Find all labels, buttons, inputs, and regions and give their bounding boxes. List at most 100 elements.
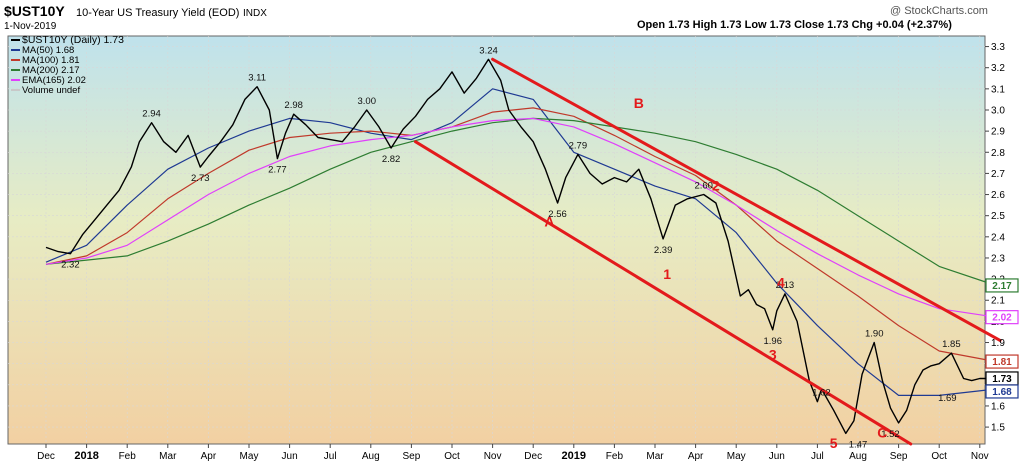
- legend-label-5: Volume undef: [22, 85, 80, 96]
- x-tick-label-7: Jul: [324, 451, 337, 462]
- series-line-4: [45, 117, 997, 318]
- wave-label-6: 5: [830, 435, 838, 451]
- x-tick-label-6: Jun: [282, 451, 298, 462]
- y-tick-label-6: 2.1: [991, 296, 1005, 307]
- value-label-14: 1.96: [763, 336, 782, 347]
- x-tick-label-8: Aug: [362, 451, 380, 462]
- value-label-10: 2.79: [569, 140, 588, 151]
- x-tick-label-17: May: [727, 451, 746, 462]
- badge-value-2: 1.81: [992, 357, 1012, 368]
- y-tick-label-0: 1.5: [991, 423, 1005, 434]
- x-tick-label-15: Mar: [646, 451, 664, 462]
- legend-label-4: EMA(165) 2.02: [22, 75, 86, 86]
- x-tick-label-0: Dec: [37, 451, 55, 462]
- value-label-3: 3.11: [248, 73, 266, 84]
- y-tick-label-13: 2.8: [991, 148, 1005, 159]
- watermark: @ StockCharts.com: [890, 5, 988, 17]
- x-tick-label-11: Nov: [484, 451, 502, 462]
- value-label-7: 2.82: [382, 154, 401, 165]
- x-tick-label-21: Sep: [890, 451, 908, 462]
- value-labels: 2.32 2.94 2.73 3.11 2.77 2.98 3.00 2.82 3.24 2.56…: [61, 45, 961, 450]
- wave-label-4: 4: [777, 275, 785, 291]
- y-tick-label-11: 2.6: [991, 190, 1005, 201]
- x-tick-label-13: 2019: [562, 450, 586, 462]
- x-axis: Dec 2018 Feb Mar Apr May Jun Jul Aug Sep Oct Nov Dec…: [37, 444, 989, 462]
- y-tick-label-10: 2.5: [991, 211, 1005, 222]
- x-tick-label-1: 2018: [74, 450, 98, 462]
- value-label-20: 1.69: [938, 393, 957, 404]
- wave-label-2: 1: [663, 266, 671, 282]
- value-label-15: 1.62: [812, 388, 831, 399]
- x-tick-label-5: May: [240, 451, 259, 462]
- x-tick-label-10: Oct: [444, 451, 460, 462]
- value-label-18: 1.52: [881, 429, 900, 440]
- x-tick-label-9: Sep: [403, 451, 421, 462]
- y-tick-label-16: 3.1: [991, 84, 1005, 95]
- x-tick-label-12: Dec: [524, 451, 542, 462]
- legend-label-2: MA(100) 1.81: [22, 55, 80, 66]
- series-layer: [45, 58, 997, 435]
- x-tick-label-20: Aug: [849, 451, 867, 462]
- channel-line-0: [491, 57, 1002, 342]
- series-line-1: [45, 88, 997, 396]
- value-label-0: 2.32: [61, 260, 80, 271]
- badge-value-0: 2.17: [992, 281, 1012, 292]
- symbol-label: $UST10Y: [4, 3, 65, 19]
- wave-label-5: 3: [769, 346, 777, 362]
- badge-box-2: [985, 354, 1019, 369]
- y-tick-label-1: 1.6: [991, 401, 1005, 412]
- y-tick-label-8: 2.3: [991, 253, 1005, 264]
- value-label-5: 2.98: [284, 100, 303, 111]
- wave-labels: A B 1 2 4 3 5 C: [544, 95, 887, 451]
- wave-label-1: B: [634, 95, 644, 111]
- right-price-badges: 2.17 2.02 1.81 1.73 1.68: [985, 278, 1019, 399]
- value-label-11: 2.39: [654, 245, 673, 256]
- badge-box-1: [985, 310, 1019, 325]
- y-tick-label-15: 3.0: [991, 105, 1005, 116]
- y-tick-label-14: 2.9: [991, 127, 1005, 138]
- badge-box-0: [985, 278, 1019, 293]
- legend-label-0: $UST10Y (Daily) 1.73: [22, 34, 124, 46]
- value-label-19: 1.85: [942, 339, 961, 350]
- x-tick-label-22: Oct: [931, 451, 947, 462]
- badge-value-4: 1.68: [992, 387, 1012, 398]
- series-line-0: [45, 58, 996, 435]
- value-label-17: 1.90: [865, 329, 884, 340]
- series-line-3: [45, 117, 997, 287]
- badge-value-1: 2.02: [992, 313, 1012, 324]
- x-tick-label-2: Feb: [119, 451, 137, 462]
- date-label: 1-Nov-2019: [4, 21, 57, 32]
- y-tick-label-17: 3.2: [991, 63, 1005, 74]
- channel-lines: [413, 57, 1002, 446]
- value-label-12: 2.60: [694, 181, 713, 192]
- wave-label-0: A: [544, 213, 554, 229]
- y-tick-label-12: 2.7: [991, 169, 1005, 180]
- x-tick-label-19: Jul: [811, 451, 824, 462]
- x-tick-label-18: Jun: [769, 451, 785, 462]
- y-tick-label-9: 2.4: [991, 232, 1005, 243]
- badge-value-3: 1.73: [992, 374, 1012, 385]
- x-tick-label-3: Mar: [159, 451, 177, 462]
- value-label-9: 2.56: [548, 209, 567, 220]
- grid: [8, 36, 985, 444]
- wave-label-3: 2: [712, 177, 720, 193]
- channel-line-1: [413, 140, 913, 446]
- x-tick-label-16: Apr: [688, 451, 704, 462]
- plot-area: [7, 35, 986, 445]
- legend-label-1: MA(50) 1.68: [22, 45, 74, 56]
- value-label-2: 2.73: [191, 173, 210, 184]
- wave-label-7: C: [877, 425, 887, 441]
- x-tick-label-14: Feb: [606, 451, 624, 462]
- exchange-label: INDX: [243, 8, 267, 19]
- value-label-13: 2.13: [776, 280, 795, 291]
- quote-label: Open 1.73 High 1.73 Low 1.73 Close 1.73 …: [637, 19, 952, 31]
- badge-box-4: [985, 384, 1019, 399]
- series-line-2: [45, 107, 997, 363]
- description-label: 10-Year US Treasury Yield (EOD): [76, 7, 239, 19]
- value-label-8: 3.24: [479, 45, 498, 56]
- y-tick-label-4: 1.9: [991, 338, 1005, 349]
- legend-label-3: MA(200) 2.17: [22, 65, 80, 76]
- value-label-1: 2.94: [142, 109, 161, 120]
